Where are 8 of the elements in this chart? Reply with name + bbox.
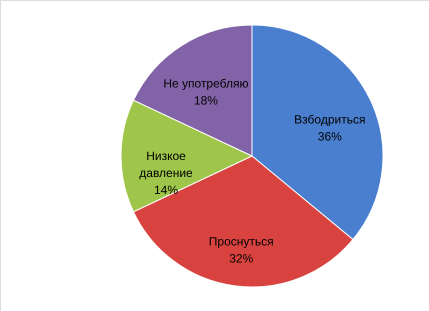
slice-label: Взбодриться	[294, 112, 366, 126]
data-label: 32%	[229, 251, 254, 266]
data-label: 14%	[154, 183, 178, 197]
slice-label: Проснуться	[208, 234, 274, 248]
data-label: 18%	[194, 93, 218, 108]
data-label: 36%	[318, 129, 342, 144]
slice-label: Не употребляю	[163, 76, 248, 90]
slice-label: Низкое давление	[139, 149, 194, 180]
